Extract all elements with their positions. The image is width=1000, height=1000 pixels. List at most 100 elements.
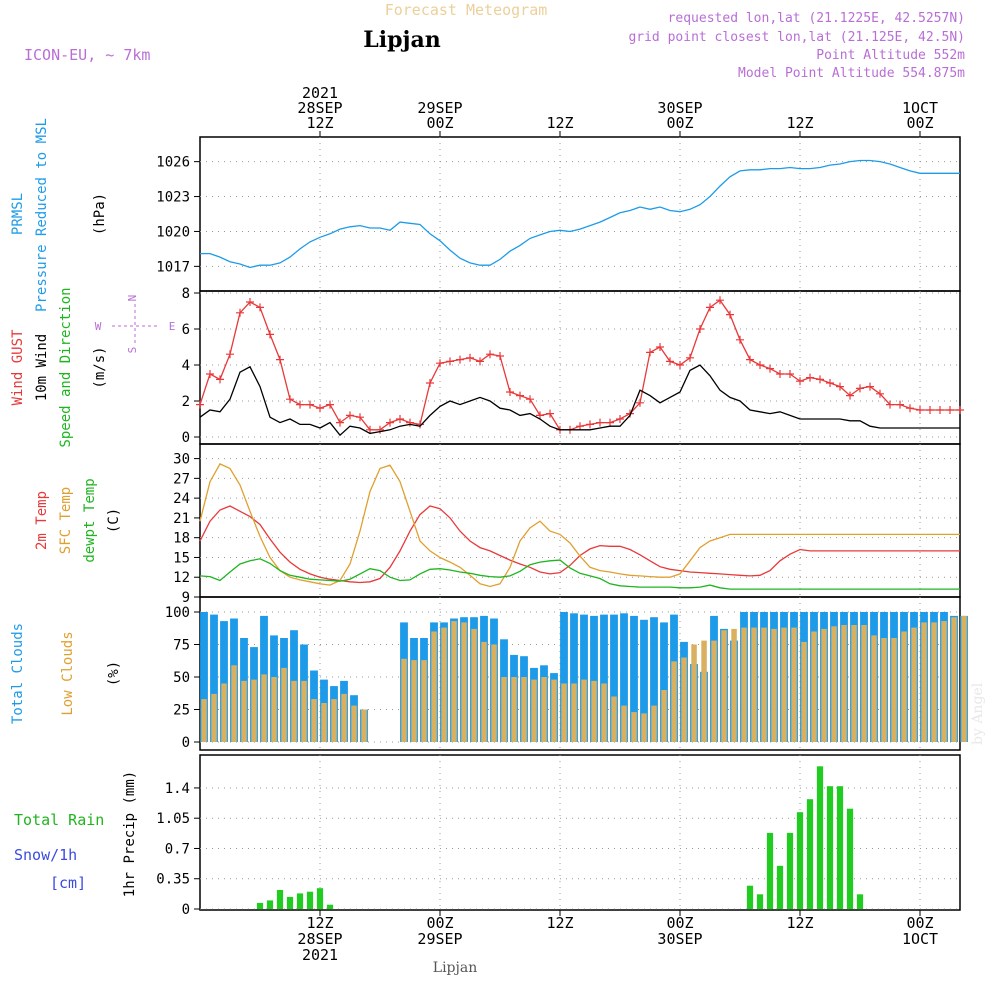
clouds-bar xyxy=(651,705,657,742)
y-tick-label: 30 xyxy=(173,452,190,468)
clouds-bar xyxy=(861,625,867,742)
legend-snow: Snow/1h xyxy=(14,846,77,864)
legend-snow-unit: [cm] xyxy=(50,874,86,892)
gust-marker xyxy=(776,370,784,378)
precip-bar xyxy=(306,891,314,909)
clouds-bar xyxy=(551,679,557,742)
clouds-bar xyxy=(831,626,837,742)
clouds-bar xyxy=(401,658,407,742)
clouds-bar xyxy=(661,690,667,742)
gust-marker xyxy=(746,355,754,364)
precip-bar xyxy=(836,786,844,909)
gust-marker xyxy=(296,400,304,409)
precip-bar xyxy=(856,894,864,909)
gust-marker xyxy=(826,379,834,387)
precip-bar xyxy=(796,812,804,909)
gust-marker xyxy=(796,377,804,386)
y-tick-label: 1023 xyxy=(156,190,190,206)
y-tick-label: 1017 xyxy=(156,259,190,275)
clouds-bar xyxy=(811,631,817,742)
time-label-bottom: 00Z xyxy=(906,914,933,932)
clouds-bar xyxy=(281,667,287,742)
time-label-bottom: 30SEP xyxy=(657,930,702,948)
gust-marker xyxy=(946,406,954,414)
clouds-bar xyxy=(721,630,727,742)
compass-south: S xyxy=(126,347,139,354)
y-tick-label: 100 xyxy=(165,605,190,621)
clouds-bar xyxy=(301,680,307,742)
pressure-panel: 1017 1020 1023 1026 PRMSL Pressure Reduced to… xyxy=(10,118,961,312)
y-tick-label: 15 xyxy=(173,550,190,566)
precip-bar xyxy=(786,832,794,909)
clouds-bar xyxy=(291,680,297,742)
gust-marker xyxy=(546,409,554,418)
footer-location: Lipjan xyxy=(433,960,477,976)
precip-bar xyxy=(806,799,814,909)
gust-marker xyxy=(706,303,714,312)
gust-marker xyxy=(696,325,704,333)
gust-marker xyxy=(236,308,244,317)
gust-marker xyxy=(486,350,494,359)
y-tick-label: 21 xyxy=(173,511,190,527)
time-label-top: 30SEP xyxy=(657,99,702,117)
precip-bar xyxy=(326,904,334,909)
y-tick-label: 8 xyxy=(182,286,190,302)
clouds-bar xyxy=(431,631,437,742)
clouds-bar xyxy=(521,677,527,742)
gust-marker xyxy=(816,375,824,384)
y-axis-label: Pressure Reduced to MSL xyxy=(34,118,50,312)
clouds-bar xyxy=(951,617,957,742)
time-label-bottom: 00Z xyxy=(666,914,693,932)
gust-marker xyxy=(786,370,794,378)
compass-rose: N S W E xyxy=(95,295,176,354)
precip-bar xyxy=(816,766,824,909)
precip-bar xyxy=(766,832,774,909)
clouds-bar xyxy=(941,621,947,742)
y-tick-label: 24 xyxy=(173,491,190,507)
time-label-top: 28SEP xyxy=(297,99,342,117)
clouds-bar xyxy=(251,679,257,742)
clouds-bar xyxy=(711,640,717,742)
clouds-bar xyxy=(331,699,337,742)
clouds-bar xyxy=(921,622,927,742)
clouds-bar xyxy=(681,657,687,742)
precip-bar xyxy=(256,902,264,909)
time-label-top: 1OCT xyxy=(902,99,938,117)
gust-marker xyxy=(916,406,924,414)
gust-marker xyxy=(446,357,454,366)
clouds-bar xyxy=(511,677,517,742)
clouds-bar xyxy=(881,638,887,742)
clouds-bar xyxy=(761,627,767,742)
gust-marker xyxy=(616,415,624,423)
gust-marker xyxy=(396,415,404,423)
gust-marker xyxy=(266,330,274,339)
legend-total-rain: Total Rain xyxy=(14,811,104,829)
y-axis-label: (%) xyxy=(106,661,122,686)
gust-marker xyxy=(336,418,344,427)
y-axis-label: (C) xyxy=(106,508,122,533)
y-axis-label: SFC Temp xyxy=(58,487,74,554)
gust-marker xyxy=(606,418,614,427)
y-tick-label: 50 xyxy=(173,670,190,686)
clouds-bar xyxy=(411,660,417,742)
clouds-bar xyxy=(451,621,457,742)
gust-marker xyxy=(866,382,874,391)
info-grid-lonlat: grid point closest lon,lat (21.125E, 42.… xyxy=(628,30,965,45)
y-tick-label: 0 xyxy=(182,735,190,751)
clouds-bar xyxy=(781,627,787,742)
clouds-bar xyxy=(601,683,607,742)
gust-marker xyxy=(506,388,514,396)
clouds-bar xyxy=(640,619,648,742)
clouds-bar xyxy=(641,713,647,742)
gust-marker xyxy=(936,406,944,414)
clouds-bar xyxy=(660,622,668,742)
gust-marker xyxy=(596,418,604,427)
gust-marker xyxy=(256,303,264,312)
precip-bar xyxy=(776,865,784,909)
precip-bar xyxy=(266,900,274,909)
time-label-bottom: 2021 xyxy=(302,946,338,964)
chart-subtitle: Forecast Meteogram xyxy=(385,1,548,19)
clouds-bar xyxy=(271,677,277,742)
y-tick-label: 1.05 xyxy=(156,811,190,827)
